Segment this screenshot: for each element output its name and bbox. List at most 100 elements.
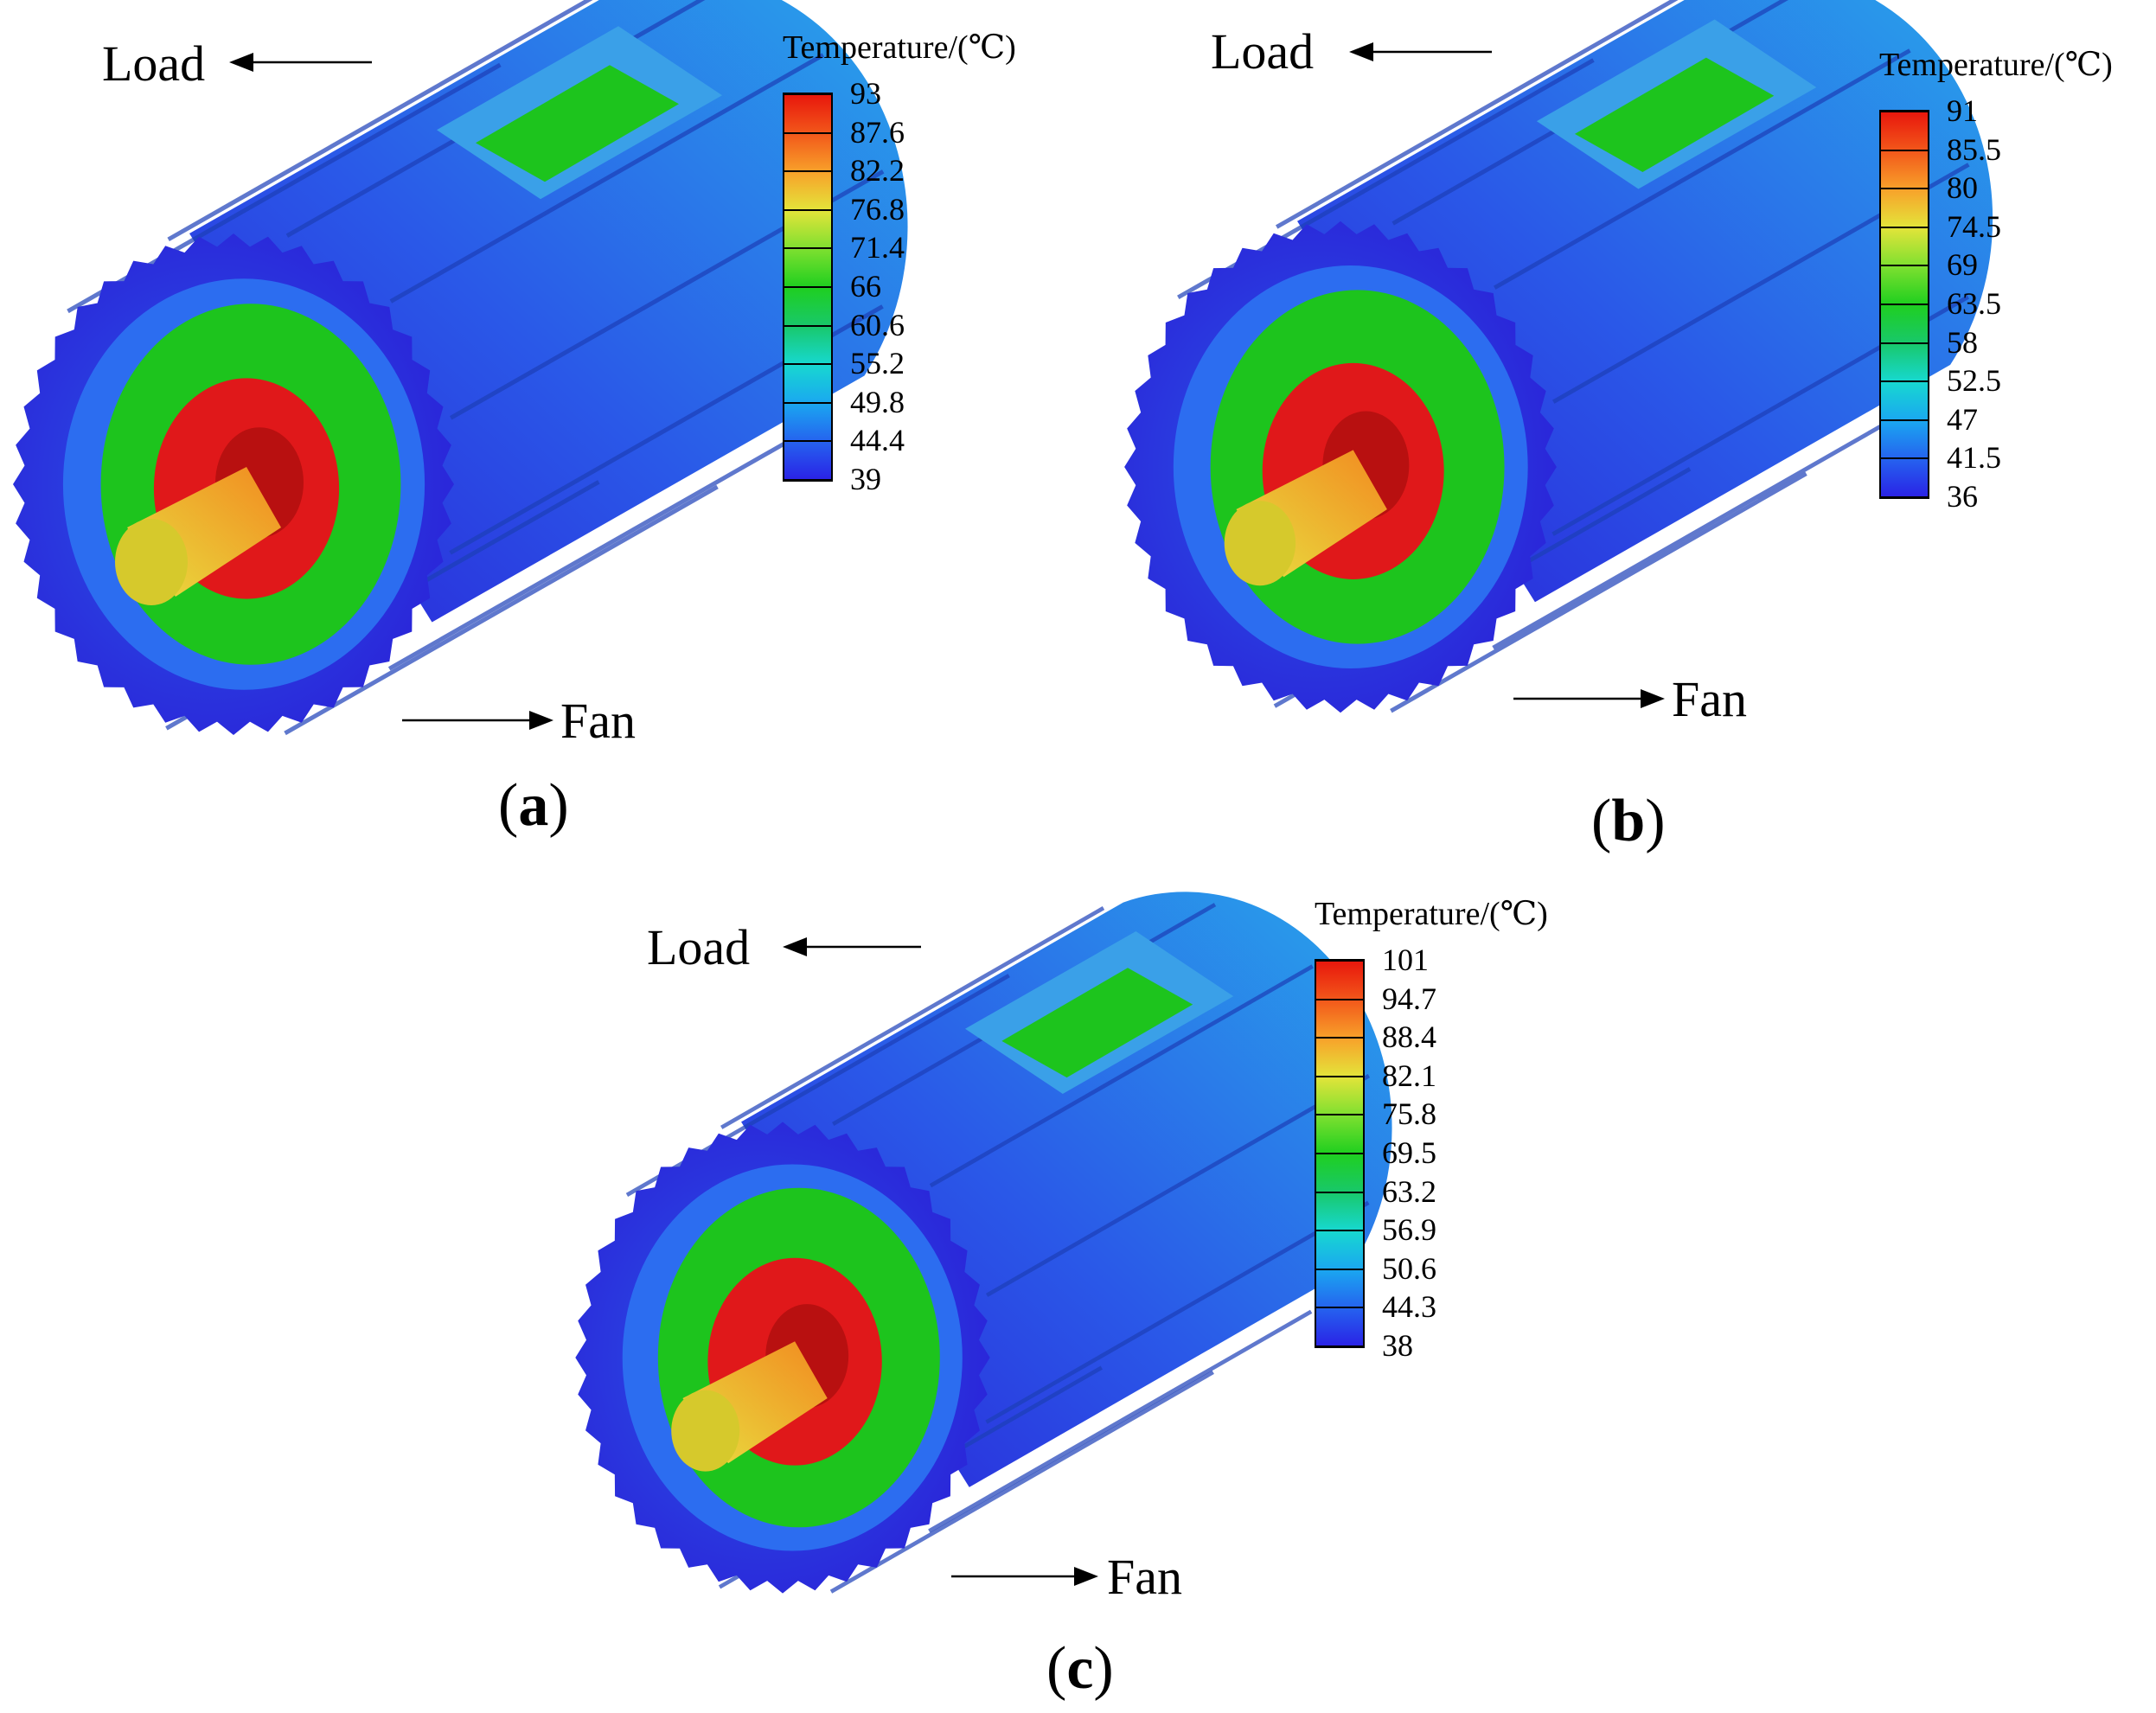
cooling-fin <box>929 964 1314 1188</box>
fan-label-b: Fan <box>1672 671 1747 727</box>
panel-caption-c: (c) <box>1046 1635 1114 1702</box>
colorbar-tick-label: 76.8 <box>850 191 905 227</box>
colorbar-tick-mark <box>1879 111 1929 112</box>
cooling-fin <box>1390 471 1807 713</box>
colorbar-tick-label: 38 <box>1382 1328 1413 1363</box>
colorbar-tick-label: 71.4 <box>850 230 905 265</box>
colorbar-tick-label: 41.5 <box>1947 440 2001 476</box>
fan-arrow-head <box>1074 1567 1098 1586</box>
colorbar-tick-mark <box>1315 960 1365 962</box>
panel-b: Load Fan (b) Temperature/(℃) 91 85.5 80 74.… <box>1090 0 2156 865</box>
cooling-fin <box>284 484 719 736</box>
colorbar-tick-mark <box>1879 149 1929 151</box>
colorbar-tick-mark <box>1879 419 1929 421</box>
legend-title-c: Temperature/(℃) <box>1315 896 1548 932</box>
colorbar-tick-label: 60.6 <box>850 307 905 342</box>
load-arrow-head <box>229 53 253 72</box>
fan-label-c: Fan <box>1107 1549 1182 1605</box>
shaft-end <box>671 1390 740 1472</box>
colorbar-legend-c: Temperature/(℃) 101 94.7 88.4 82.1 75.8 69.5 6… <box>1315 894 1609 1378</box>
cooling-fin <box>387 420 823 671</box>
colorbar-tick-mark <box>783 363 833 366</box>
motor-render-b <box>1124 0 1993 713</box>
colorbar-tick-mark <box>1315 1037 1365 1039</box>
colorbar-tick-mark <box>783 170 833 173</box>
colorbar-tick-mark <box>1879 226 1929 228</box>
colorbar-tick-mark <box>783 479 833 481</box>
cooling-fin <box>1494 48 1911 290</box>
colorbar-tick-label: 94.7 <box>1382 981 1436 1016</box>
colorbar-tick-mark <box>783 440 833 443</box>
cooling-fin <box>928 1309 1313 1533</box>
colorbar-tick-label: 36 <box>1947 479 1978 514</box>
cooling-fin <box>389 53 825 304</box>
colorbar-tick-mark <box>1315 1114 1365 1116</box>
colorbar-tick-label: 52.5 <box>1947 363 2001 399</box>
colorbar-tick-label: 93 <box>850 76 881 111</box>
colorbar-tick-label: 44.3 <box>1382 1289 1436 1325</box>
colorbar-tick-mark <box>1315 1345 1365 1347</box>
colorbar-tick-label: 74.5 <box>1947 208 2001 244</box>
colorbar-tick-mark <box>1315 1307 1365 1309</box>
colorbar-tick-label: 80 <box>1947 170 1978 206</box>
colorbar-tick-label: 75.8 <box>1382 1096 1436 1132</box>
load-arrow-head <box>1349 42 1373 61</box>
panel-caption-b: (b) <box>1591 788 1666 854</box>
terminal-box-opening <box>1001 968 1193 1078</box>
colorbar-tick-label: 44.4 <box>850 423 905 458</box>
colorbar-tick-mark <box>783 131 833 134</box>
motor-render-c <box>575 892 1392 1594</box>
fan-arrow-head <box>1641 689 1665 708</box>
fan-label-a: Fan <box>560 693 636 749</box>
motor-render-a <box>13 0 908 736</box>
panel-a: Load Fan (a) Temperature/(℃) 93 87.6 82.2 7… <box>0 0 1072 856</box>
colorbar-legend-b: Temperature/(℃) 91 85.5 80 74.5 69 63.5 58 52.5… <box>1879 45 2156 514</box>
colorbar-tick-mark <box>783 93 833 95</box>
colorbar-tick-label: 55.2 <box>850 346 905 381</box>
colorbar-tick-mark <box>1315 1075 1365 1077</box>
load-arrow-head <box>783 937 807 956</box>
colorbar-tick-mark <box>1879 265 1929 267</box>
cooling-fin <box>167 0 593 242</box>
colorbar-tick-label: 66 <box>850 269 881 304</box>
cooling-fin <box>829 1370 1214 1594</box>
colorbar-tick-label: 91 <box>1947 93 1978 128</box>
terminal-box-opening <box>476 65 679 182</box>
colorbar-tick-mark <box>783 401 833 404</box>
colorbar-tick-label: 56.9 <box>1382 1212 1436 1248</box>
panel-c: Load Fan (c) Temperature/(℃) 101 94.7 88.4… <box>536 882 1626 1713</box>
colorbar-tick-mark <box>1879 457 1929 460</box>
colorbar-tick-label: 47 <box>1947 401 1978 437</box>
legend-title-a: Temperature/(℃) <box>783 29 1016 66</box>
colorbar-legend-a: Temperature/(℃) 93 87.6 82.2 76.8 71.4 66 60.6… <box>783 28 1068 512</box>
cooling-fin <box>1492 408 1910 650</box>
colorbar-tick-mark <box>1879 188 1929 190</box>
shaft-end <box>115 519 188 605</box>
colorbar-tick-label: 69 <box>1947 247 1978 283</box>
colorbar-tick-label: 69.5 <box>1382 1135 1436 1170</box>
colorbar-tick-mark <box>1879 342 1929 344</box>
colorbar-tick-label: 63.5 <box>1947 286 2001 321</box>
colorbar-tick-label: 87.6 <box>850 114 905 150</box>
panel-caption-a: (a) <box>498 772 569 839</box>
colorbar-tick-mark <box>1315 1268 1365 1270</box>
colorbar-tick-label: 82.1 <box>1382 1058 1436 1093</box>
legend-title-b: Temperature/(℃) <box>1879 47 2113 83</box>
colorbar-tick-mark <box>783 324 833 327</box>
colorbar-tick-label: 63.2 <box>1382 1173 1436 1209</box>
cooling-fin <box>985 1074 1371 1297</box>
shaft-end <box>1224 501 1296 586</box>
colorbar-tick-mark <box>1879 304 1929 305</box>
colorbar-tick-mark <box>1315 1191 1365 1193</box>
load-label-a: Load <box>102 35 206 92</box>
colorbar-tick-label: 85.5 <box>1947 131 2001 167</box>
colorbar-tick-label: 101 <box>1382 943 1429 977</box>
colorbar-tick-mark <box>1315 1153 1365 1154</box>
terminal-box-opening <box>1574 57 1775 172</box>
cooling-fin <box>720 906 1105 1129</box>
colorbar-tick-label: 49.8 <box>850 384 905 419</box>
colorbar-tick-mark <box>783 247 833 250</box>
colorbar-tick-mark <box>1315 998 1365 1000</box>
colorbar-tick-label: 39 <box>850 462 881 496</box>
colorbar-tick-label: 82.2 <box>850 153 905 189</box>
